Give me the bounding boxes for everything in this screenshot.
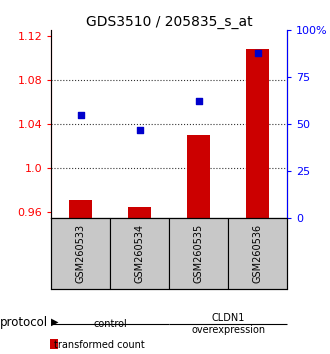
- Point: [78, 112, 83, 118]
- Text: control: control: [93, 319, 127, 329]
- Text: protocol: protocol: [0, 316, 48, 329]
- Text: transformed count: transformed count: [54, 340, 145, 350]
- Bar: [69, 200, 92, 218]
- Bar: [246, 49, 269, 218]
- Bar: [187, 135, 211, 218]
- Text: GSM260534: GSM260534: [135, 223, 145, 283]
- Title: GDS3510 / 205835_s_at: GDS3510 / 205835_s_at: [86, 15, 252, 29]
- Bar: [110, 218, 169, 289]
- Point: [196, 98, 201, 104]
- Text: GSM260533: GSM260533: [76, 223, 86, 283]
- Text: GSM260535: GSM260535: [194, 223, 204, 283]
- Point: [255, 50, 260, 56]
- Point: [137, 127, 142, 132]
- Text: GSM260536: GSM260536: [252, 223, 263, 283]
- Bar: [228, 218, 287, 289]
- Bar: [169, 218, 228, 289]
- Bar: [128, 207, 151, 218]
- Bar: [51, 218, 110, 289]
- Text: CLDN1
overexpression: CLDN1 overexpression: [191, 313, 265, 335]
- Text: ▶: ▶: [50, 317, 58, 327]
